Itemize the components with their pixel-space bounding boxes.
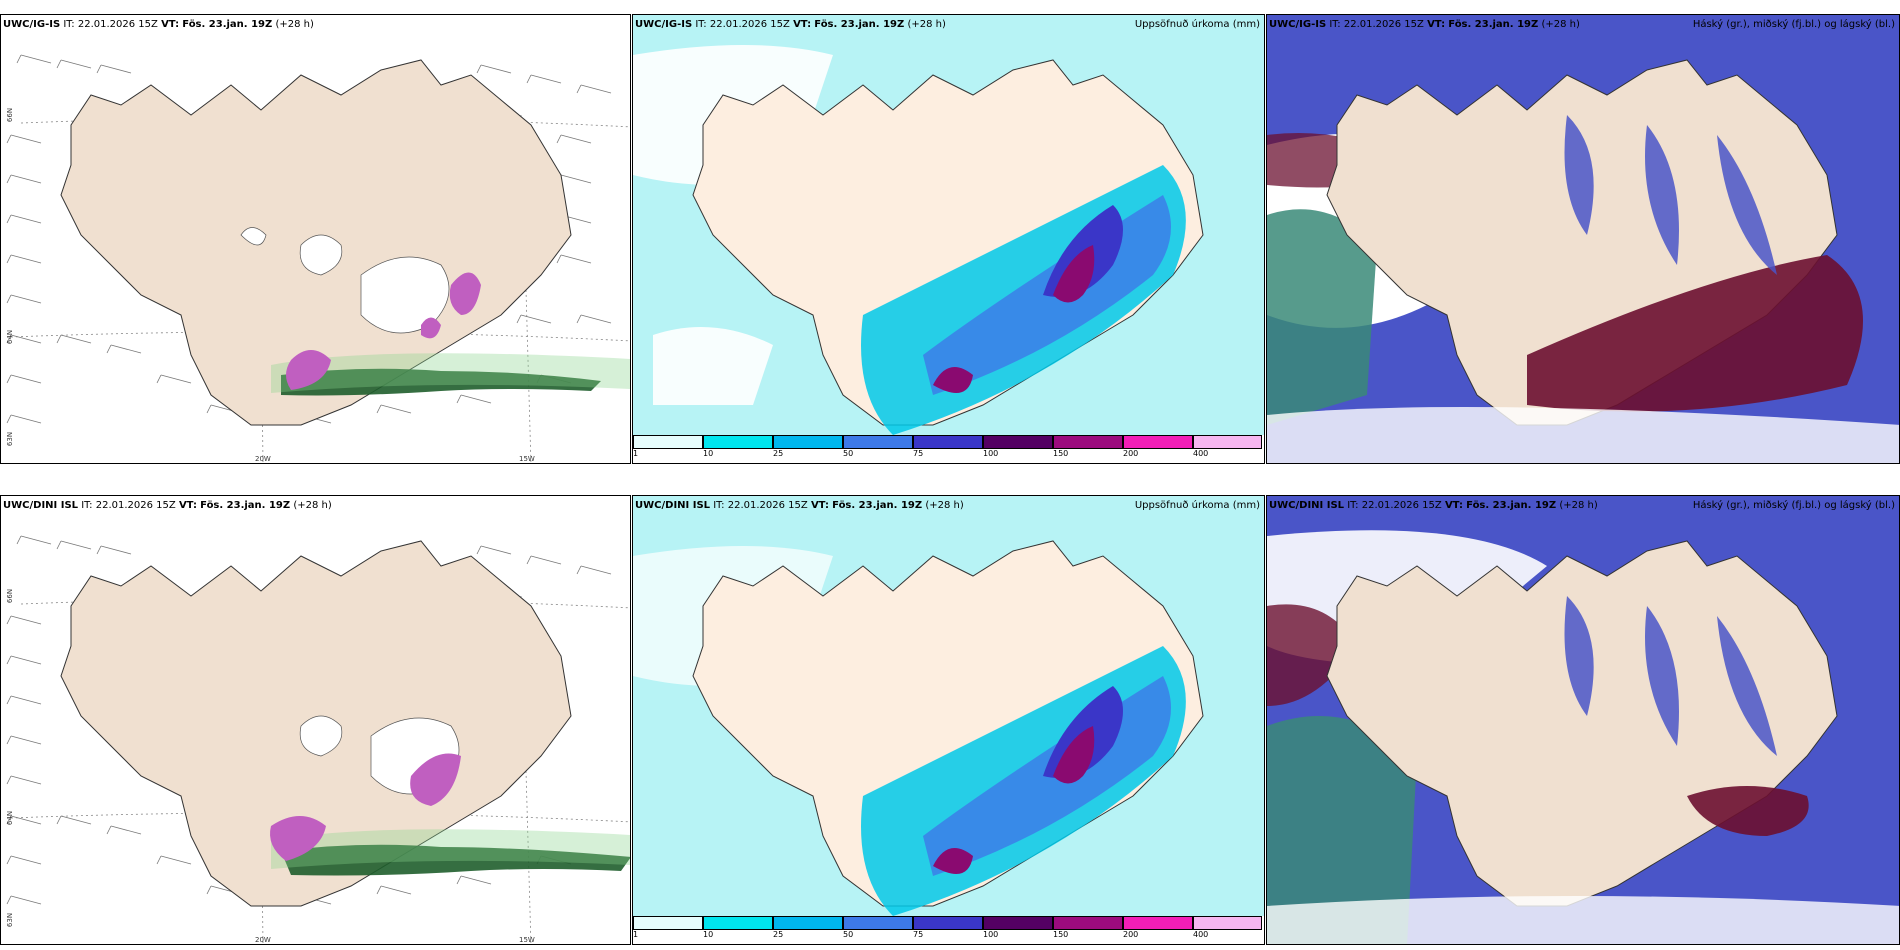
cloud-map (1267, 496, 1899, 944)
panel-title: UWC/IG-IS IT: 22.01.2026 15Z VT: Fös. 23… (1269, 19, 1580, 30)
precip-title: Uppsöfnuð úrkoma (mm) (1134, 19, 1260, 30)
lat-label-66: 66N (6, 588, 15, 604)
precip-map (633, 15, 1264, 435)
panel-wind-ig: UWC/IG-IS IT: 22.01.2026 15Z VT: Fös. 23… (0, 14, 631, 464)
panel-precip-dini: UWC/DINI ISL IT: 22.01.2026 15Z VT: Fös.… (632, 495, 1265, 945)
cloud-title: Háský (gr.), miðský (fj.bl.) og lágský (… (1692, 500, 1895, 511)
glaciers (240, 227, 450, 334)
panel-title: UWC/IG-IS IT: 22.01.2026 15Z VT: Fös. 23… (635, 19, 946, 30)
panel-title: UWC/DINI ISL IT: 22.01.2026 15Z VT: Fös.… (635, 500, 964, 511)
cloud-title: Háský (gr.), miðský (fj.bl.) og lágský (… (1692, 19, 1895, 30)
precip-bands (271, 272, 630, 396)
cloud-map (1267, 15, 1899, 463)
panel-cloud-ig: UWC/IG-IS IT: 22.01.2026 15Z VT: Fös. 23… (1266, 14, 1900, 464)
panel-title: UWC/IG-IS IT: 22.01.2026 15Z VT: Fös. 23… (3, 19, 314, 30)
precip-map (633, 496, 1264, 916)
colorbar: 1 10 25 50 75 100 150 200 400 (633, 435, 1262, 458)
panel-cloud-dini: UWC/DINI ISL IT: 22.01.2026 15Z VT: Fös.… (1266, 495, 1900, 945)
lat-label-66: 66N (6, 107, 15, 123)
lat-label-64: 64N (6, 329, 15, 345)
lon-label-20: 20W (255, 936, 271, 944)
lon-label-20: 20W (255, 455, 271, 463)
lat-label-64: 64N (6, 810, 15, 826)
lon-label-15: 15W (519, 936, 535, 944)
wind-map (6, 535, 630, 944)
panel-title: UWC/DINI ISL IT: 22.01.2026 15Z VT: Fös.… (3, 500, 332, 511)
colorbar: 1 10 25 50 75 100 150 200 400 (633, 916, 1262, 939)
lon-label-15: 15W (519, 455, 535, 463)
precip-title: Uppsöfnuð úrkoma (mm) (1134, 500, 1260, 511)
wind-map (6, 54, 630, 463)
panel-wind-dini: UWC/DINI ISL IT: 22.01.2026 15Z VT: Fös.… (0, 495, 631, 945)
lat-label-63: 63N (6, 912, 15, 928)
lat-label-63: 63N (6, 431, 15, 447)
panel-title: UWC/DINI ISL IT: 22.01.2026 15Z VT: Fös.… (1269, 500, 1598, 511)
panel-precip-ig: UWC/IG-IS IT: 22.01.2026 15Z VT: Fös. 23… (632, 14, 1265, 464)
